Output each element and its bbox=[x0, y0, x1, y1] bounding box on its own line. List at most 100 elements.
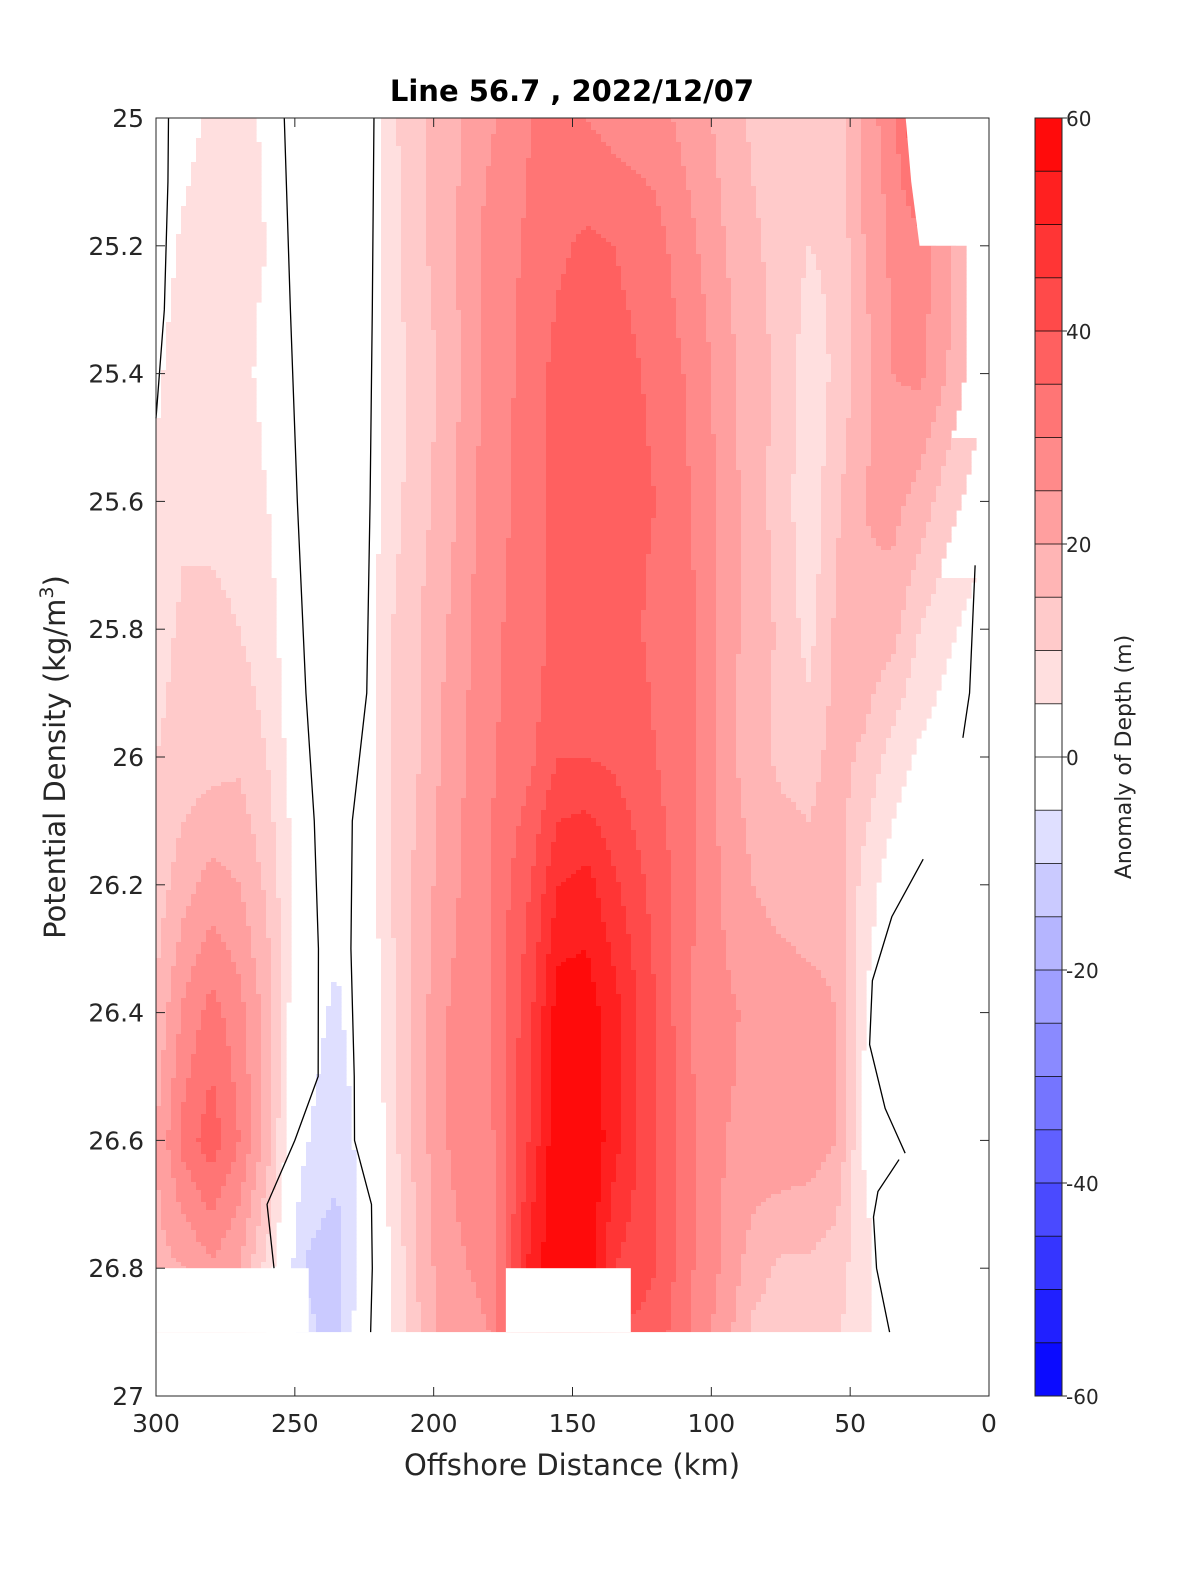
field-cell bbox=[381, 218, 402, 223]
field-cell bbox=[866, 254, 887, 259]
field-cell bbox=[461, 394, 482, 399]
field-cell bbox=[886, 234, 942, 239]
field-cell bbox=[461, 178, 487, 183]
field-cell bbox=[646, 666, 697, 671]
field-cell bbox=[461, 182, 487, 187]
field-cell bbox=[911, 666, 947, 671]
field-cell bbox=[181, 826, 252, 831]
field-cell bbox=[456, 290, 482, 295]
field-cell bbox=[846, 206, 862, 211]
field-cell bbox=[511, 434, 547, 439]
field-cell bbox=[546, 422, 647, 427]
field-cell bbox=[696, 874, 722, 879]
field-cell bbox=[541, 914, 557, 919]
field-cell bbox=[271, 794, 287, 799]
field-cell bbox=[546, 962, 562, 967]
field-cell bbox=[526, 170, 637, 175]
field-cell bbox=[771, 562, 797, 567]
field-cell bbox=[851, 314, 872, 319]
field-cell bbox=[871, 394, 942, 399]
field-cell bbox=[496, 794, 527, 799]
field-cell bbox=[541, 682, 652, 687]
field-cell bbox=[396, 1026, 412, 1031]
field-cell bbox=[156, 898, 167, 903]
field-cell bbox=[431, 306, 457, 311]
field-cell bbox=[241, 974, 257, 979]
field-cell bbox=[696, 814, 717, 819]
field-cell bbox=[156, 990, 172, 995]
field-cell bbox=[196, 1038, 227, 1043]
field-cell bbox=[391, 730, 422, 735]
field-cell bbox=[926, 350, 947, 355]
field-cell bbox=[161, 726, 262, 731]
field-cell bbox=[631, 318, 677, 323]
field-cell bbox=[276, 866, 292, 871]
field-cell bbox=[186, 982, 242, 987]
field-cell bbox=[851, 766, 882, 771]
field-cell bbox=[426, 118, 462, 123]
field-cell bbox=[431, 454, 457, 459]
field-cell bbox=[166, 322, 257, 327]
field-cell bbox=[716, 546, 742, 551]
field-cell bbox=[731, 974, 822, 979]
field-cell bbox=[511, 454, 547, 459]
field-cell bbox=[696, 222, 722, 227]
field-cell bbox=[421, 678, 447, 683]
field-cell bbox=[416, 846, 437, 851]
field-cell bbox=[156, 734, 162, 739]
field-cell bbox=[156, 694, 167, 699]
field-cell bbox=[911, 674, 942, 679]
field-cell bbox=[796, 462, 827, 467]
field-cell bbox=[516, 330, 552, 335]
field-cell bbox=[896, 542, 922, 547]
field-cell bbox=[841, 494, 867, 499]
field-cell bbox=[421, 738, 442, 743]
field-cell bbox=[156, 1034, 167, 1039]
field-cell bbox=[381, 346, 407, 351]
field-cell bbox=[716, 754, 737, 759]
field-cell bbox=[656, 202, 692, 207]
field-cell bbox=[576, 238, 607, 243]
field-cell bbox=[431, 486, 457, 491]
field-cell bbox=[406, 366, 437, 371]
field-cell bbox=[616, 246, 667, 251]
field-cell bbox=[716, 782, 742, 787]
field-cell bbox=[546, 402, 647, 407]
field-cell bbox=[381, 162, 402, 167]
field-cell bbox=[801, 314, 827, 319]
field-cell bbox=[871, 422, 932, 427]
field-cell bbox=[246, 1026, 262, 1031]
field-cell bbox=[236, 618, 277, 623]
field-cell bbox=[671, 858, 697, 863]
field-cell bbox=[491, 1034, 507, 1039]
field-cell bbox=[556, 986, 597, 991]
field-cell bbox=[166, 910, 187, 915]
field-cell bbox=[471, 666, 502, 671]
field-cell bbox=[411, 882, 437, 887]
field-cell bbox=[861, 198, 887, 203]
field-cell bbox=[176, 238, 267, 243]
field-cell bbox=[421, 666, 447, 671]
field-cell bbox=[751, 166, 847, 171]
field-cell bbox=[486, 166, 527, 171]
field-cell bbox=[791, 506, 822, 511]
field-cell bbox=[766, 506, 792, 511]
field-cell bbox=[886, 238, 937, 243]
field-cell bbox=[641, 370, 682, 375]
field-cell bbox=[696, 606, 717, 611]
field-cell bbox=[821, 538, 837, 543]
field-cell bbox=[926, 530, 952, 535]
field-cell bbox=[166, 342, 257, 347]
field-cell bbox=[376, 622, 392, 627]
field-cell bbox=[741, 578, 772, 583]
field-cell bbox=[826, 298, 852, 303]
field-cell bbox=[821, 290, 852, 295]
field-cell bbox=[476, 518, 512, 523]
field-cell bbox=[716, 718, 737, 723]
field-cell bbox=[886, 242, 937, 247]
field-cell bbox=[156, 890, 167, 895]
field-cell bbox=[771, 346, 797, 351]
field-cell bbox=[176, 614, 237, 619]
field-cell bbox=[401, 214, 427, 219]
field-cell bbox=[941, 474, 967, 479]
